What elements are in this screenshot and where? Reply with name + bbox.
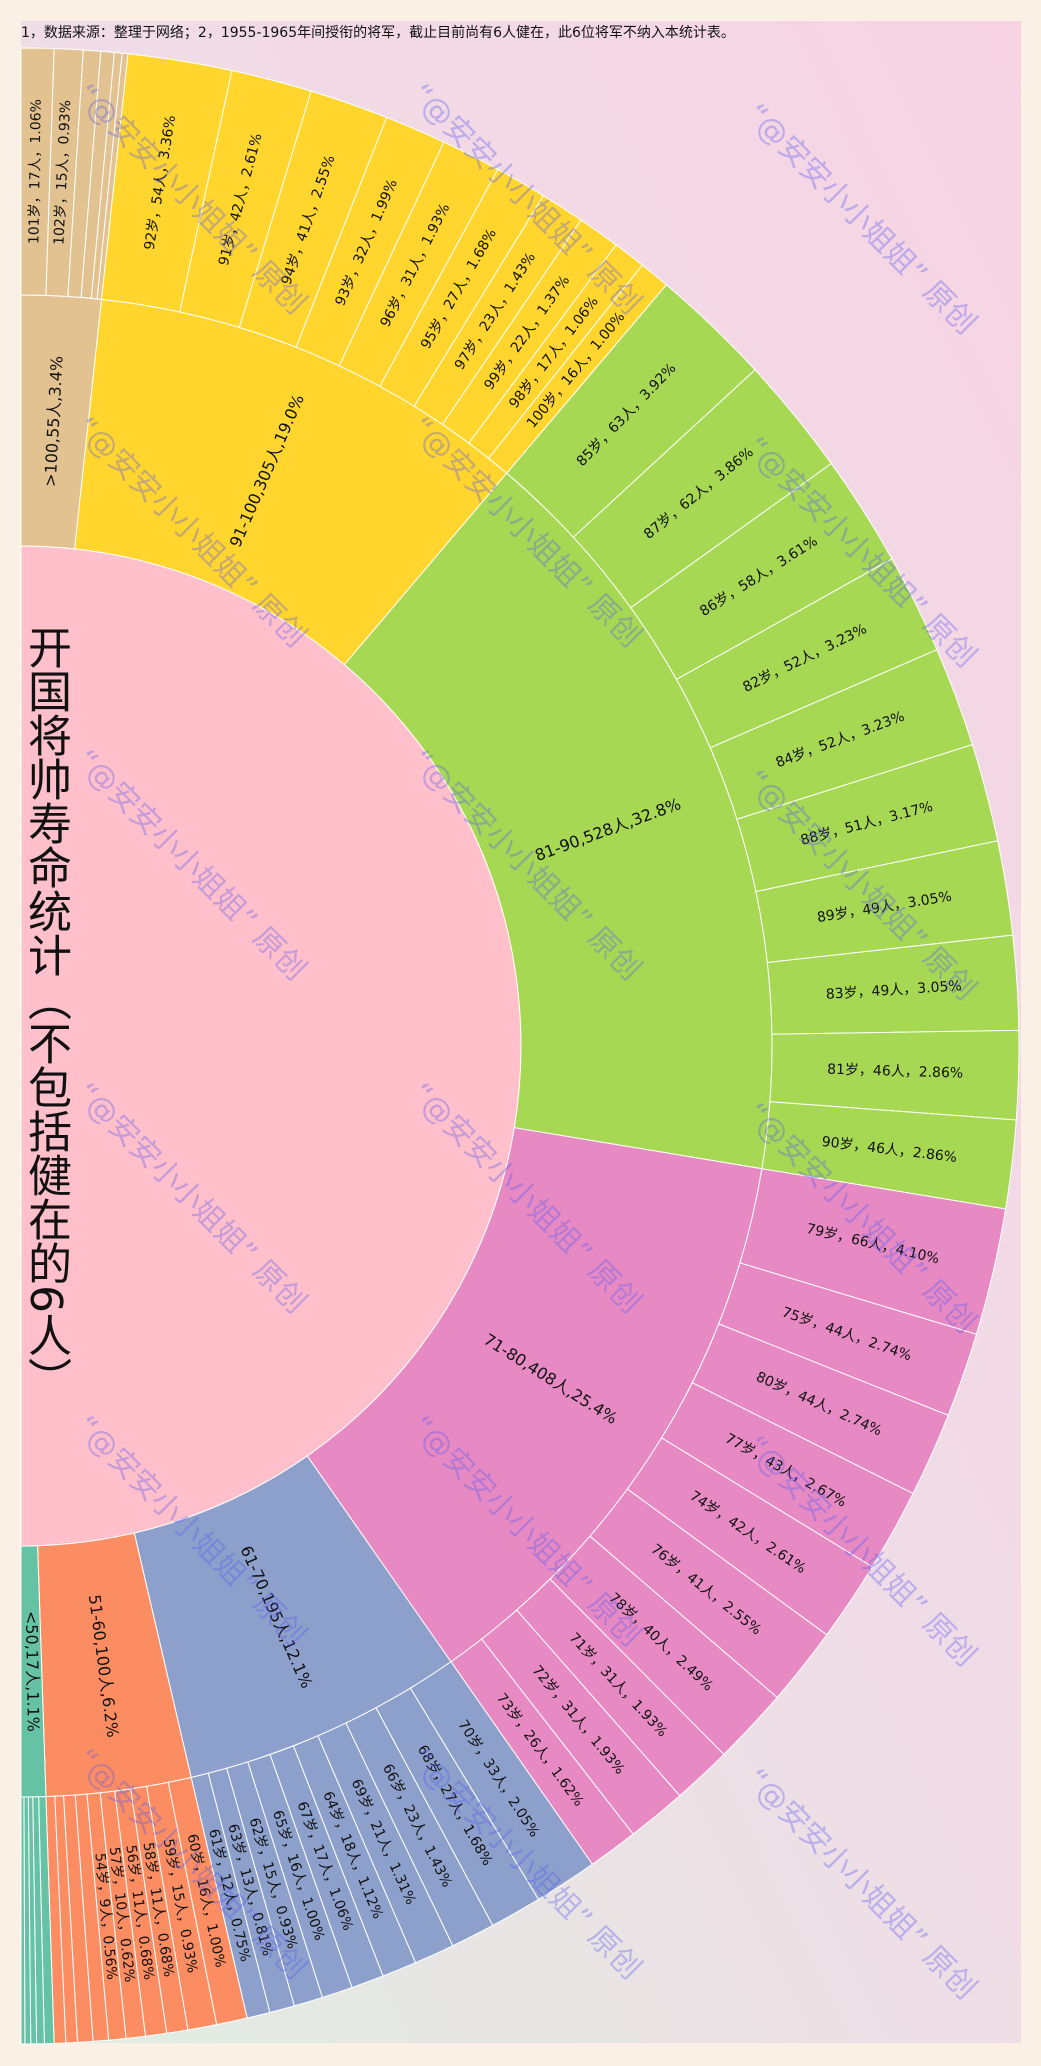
segment-label: 81岁，46人，2.86% bbox=[827, 1062, 964, 1082]
segment-label: 102岁，15人，0.93% bbox=[51, 100, 74, 246]
segment-label: 101岁，17人，1.06% bbox=[26, 99, 44, 244]
note: 1，数据来源：整理于网络；2，1955-1965年间授衔的将军，截止目前尚有6人… bbox=[21, 24, 735, 41]
chart-title: 开国将帅寿命统计（不包括健在的6人） bbox=[20, 625, 71, 1401]
segment-label: <50,17人,1.1% bbox=[22, 1611, 43, 1732]
outer-segment bbox=[20, 1796, 26, 2045]
